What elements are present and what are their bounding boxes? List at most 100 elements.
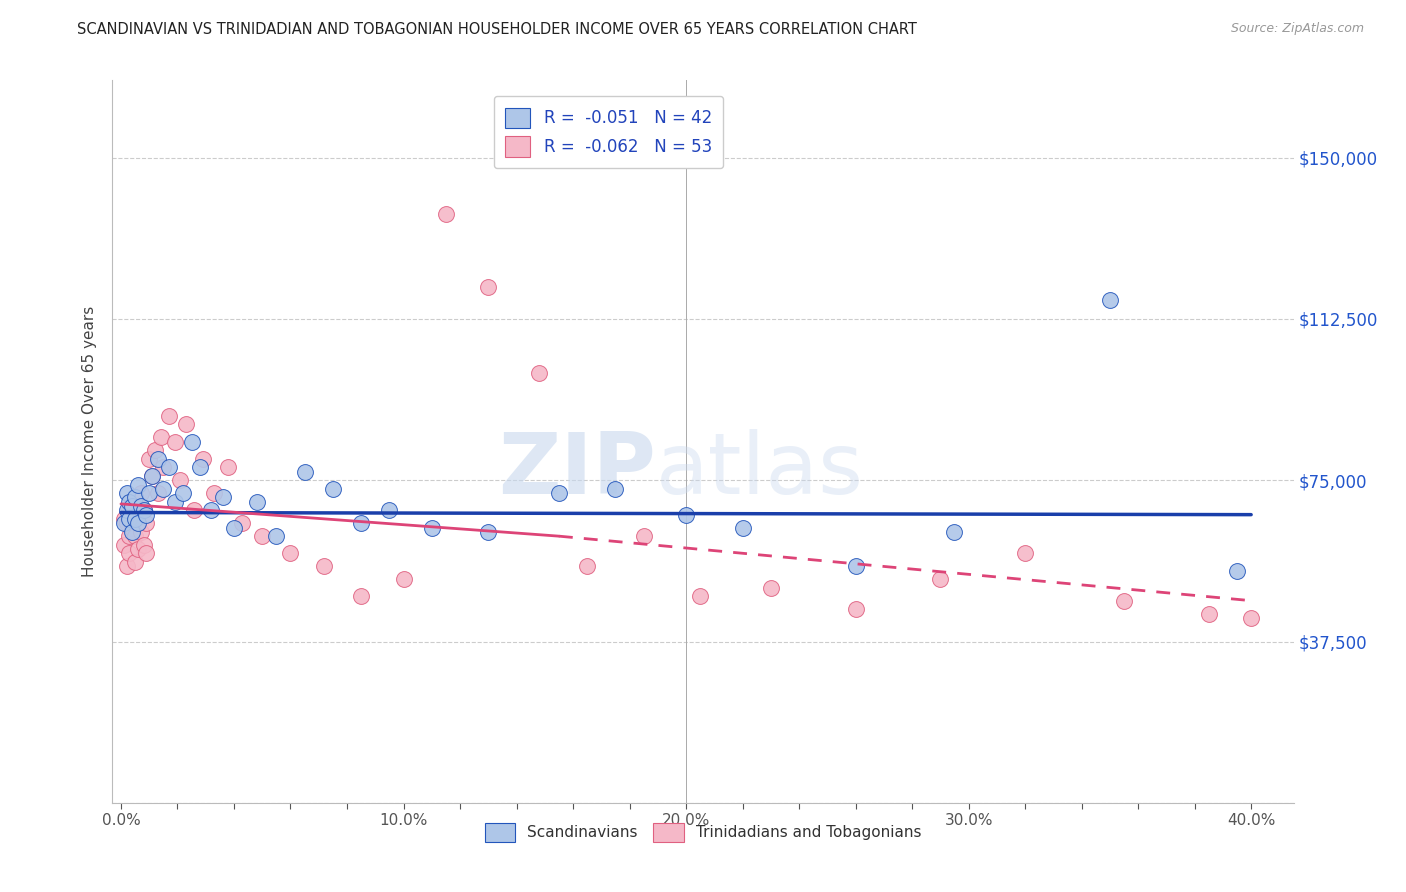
- Point: [477, 524, 499, 539]
- Point: [217, 460, 239, 475]
- Point: [124, 491, 146, 505]
- Point: [548, 486, 571, 500]
- Point: [118, 512, 141, 526]
- Point: [1226, 564, 1249, 578]
- Point: [138, 451, 160, 466]
- Point: [605, 482, 627, 496]
- Text: atlas: atlas: [655, 429, 863, 512]
- Point: [129, 486, 152, 500]
- Point: [118, 529, 141, 543]
- Text: Source: ZipAtlas.com: Source: ZipAtlas.com: [1230, 22, 1364, 36]
- Point: [378, 503, 401, 517]
- Point: [121, 499, 143, 513]
- Point: [172, 486, 194, 500]
- Point: [929, 572, 952, 586]
- Point: [245, 494, 267, 508]
- Point: [191, 451, 214, 466]
- Point: [127, 542, 149, 557]
- Point: [141, 469, 163, 483]
- Point: [124, 555, 146, 569]
- Point: [141, 469, 163, 483]
- Point: [149, 430, 172, 444]
- Point: [121, 494, 143, 508]
- Point: [527, 366, 550, 380]
- Point: [115, 559, 138, 574]
- Point: [252, 529, 274, 543]
- Point: [200, 503, 222, 517]
- Point: [118, 503, 141, 517]
- Point: [127, 477, 149, 491]
- Point: [1098, 293, 1121, 307]
- Point: [157, 460, 180, 475]
- Point: [1240, 611, 1263, 625]
- Y-axis label: Householder Income Over 65 years: Householder Income Over 65 years: [82, 306, 97, 577]
- Point: [118, 494, 141, 508]
- Point: [112, 538, 135, 552]
- Point: [202, 486, 225, 500]
- Point: [322, 482, 344, 496]
- Text: ZIP: ZIP: [498, 429, 655, 512]
- Point: [314, 559, 336, 574]
- Point: [157, 409, 180, 423]
- Point: [124, 529, 146, 543]
- Point: [115, 503, 138, 517]
- Point: [129, 524, 152, 539]
- Point: [266, 529, 288, 543]
- Point: [420, 520, 443, 534]
- Point: [943, 524, 966, 539]
- Point: [231, 516, 253, 531]
- Point: [132, 503, 155, 517]
- Point: [222, 520, 245, 534]
- Point: [143, 443, 166, 458]
- Point: [152, 482, 174, 496]
- Point: [132, 503, 155, 517]
- Point: [163, 494, 186, 508]
- Point: [121, 520, 143, 534]
- Point: [211, 491, 233, 505]
- Legend: Scandinavians, Trinidadians and Tobagonians: Scandinavians, Trinidadians and Tobagoni…: [477, 815, 929, 849]
- Point: [350, 590, 373, 604]
- Point: [112, 516, 135, 531]
- Point: [434, 206, 457, 220]
- Point: [675, 508, 697, 522]
- Point: [633, 529, 655, 543]
- Point: [135, 508, 157, 522]
- Point: [129, 499, 152, 513]
- Point: [138, 486, 160, 500]
- Point: [392, 572, 415, 586]
- Point: [115, 516, 138, 531]
- Text: SCANDINAVIAN VS TRINIDADIAN AND TOBAGONIAN HOUSEHOLDER INCOME OVER 65 YEARS CORR: SCANDINAVIAN VS TRINIDADIAN AND TOBAGONI…: [77, 22, 917, 37]
- Point: [280, 546, 302, 560]
- Point: [180, 434, 202, 449]
- Point: [112, 512, 135, 526]
- Point: [169, 473, 191, 487]
- Point: [127, 516, 149, 531]
- Point: [477, 279, 499, 293]
- Point: [731, 520, 754, 534]
- Point: [163, 434, 186, 449]
- Point: [146, 451, 169, 466]
- Point: [1198, 607, 1220, 621]
- Point: [124, 508, 146, 522]
- Point: [146, 486, 169, 500]
- Point: [118, 546, 141, 560]
- Point: [845, 559, 868, 574]
- Point: [759, 581, 782, 595]
- Point: [576, 559, 599, 574]
- Point: [174, 417, 197, 432]
- Point: [127, 516, 149, 531]
- Point: [135, 546, 157, 560]
- Point: [183, 503, 205, 517]
- Point: [1014, 546, 1036, 560]
- Point: [124, 512, 146, 526]
- Point: [689, 590, 711, 604]
- Point: [152, 460, 174, 475]
- Point: [1112, 593, 1135, 607]
- Point: [845, 602, 868, 616]
- Point: [350, 516, 373, 531]
- Point: [188, 460, 211, 475]
- Point: [294, 465, 316, 479]
- Point: [115, 486, 138, 500]
- Point: [135, 516, 157, 531]
- Point: [132, 538, 155, 552]
